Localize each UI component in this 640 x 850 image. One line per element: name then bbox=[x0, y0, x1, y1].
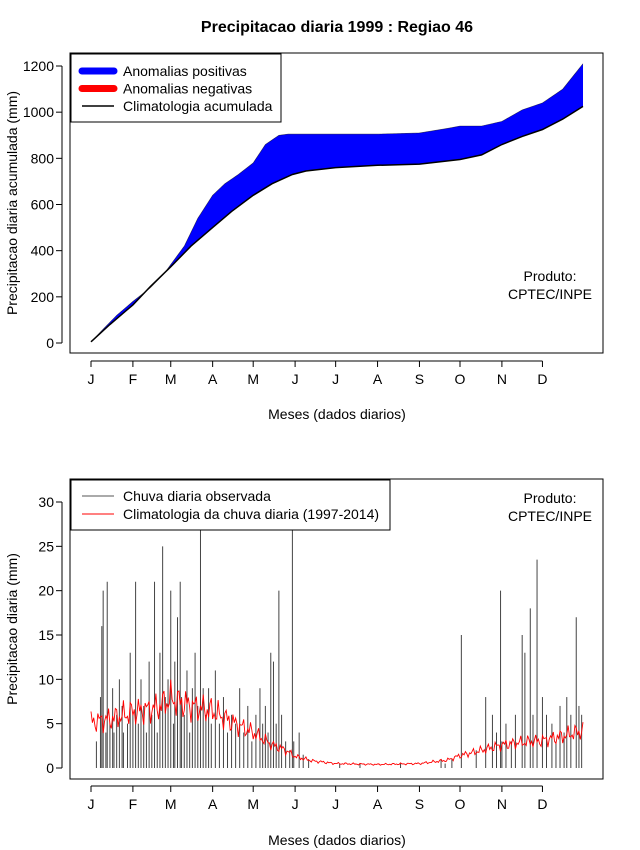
top-panel: 0 200 400 600 800 1000 1200 J F M A M J J A S O N D Preci… bbox=[4, 52, 604, 422]
x-axis-label: Meses (dados diarios) bbox=[268, 406, 406, 422]
y-tick-label: 0 bbox=[46, 335, 54, 351]
producer-note-line2: CPTEC/INPE bbox=[508, 286, 592, 302]
y-tick-label: 25 bbox=[38, 538, 54, 554]
anomaly-areas bbox=[91, 63, 583, 342]
x-tick-label: S bbox=[415, 796, 424, 812]
y-axis-label: Precipitacao diaria (mm) bbox=[4, 553, 20, 705]
x-tick-label: M bbox=[247, 371, 259, 387]
climatology-cumulative-line bbox=[90, 105, 584, 343]
climatology-line bbox=[90, 679, 584, 766]
x-tick-label: J bbox=[332, 371, 339, 387]
x-tick-label: D bbox=[537, 796, 547, 812]
x-tick-label: F bbox=[129, 371, 138, 387]
chart-title: Precipitacao diaria 1999 : Regiao 46 bbox=[201, 19, 473, 36]
x-tick-label: M bbox=[165, 796, 177, 812]
y-tick-label: 1000 bbox=[23, 104, 54, 120]
y-axis: 0 5 10 15 20 25 30 bbox=[38, 494, 63, 776]
x-tick-label: M bbox=[247, 796, 259, 812]
x-tick-label: O bbox=[455, 371, 466, 387]
series-lines bbox=[90, 63, 584, 343]
y-tick-label: 10 bbox=[38, 671, 54, 687]
x-tick-label: S bbox=[415, 371, 424, 387]
y-tick-label: 800 bbox=[31, 150, 55, 166]
y-tick-label: 400 bbox=[31, 243, 55, 259]
producer-note-line2: CPTEC/INPE bbox=[508, 508, 592, 524]
y-tick-label: 15 bbox=[38, 627, 54, 643]
x-tick-label: J bbox=[292, 796, 299, 812]
legend-label-observed: Chuva diaria observada bbox=[123, 488, 271, 504]
legend-box bbox=[70, 479, 391, 531]
climatology-daily-line bbox=[90, 679, 584, 766]
plot-frame bbox=[69, 52, 604, 354]
y-axis: 0 200 400 600 800 1000 1200 bbox=[23, 58, 63, 351]
y-axis-label: Precipitacao diaria acumulada (mm) bbox=[4, 91, 20, 315]
producer-note-line1: Produto: bbox=[524, 268, 577, 284]
x-tick-label: J bbox=[88, 371, 95, 387]
legend-label-positive: Anomalias positivas bbox=[123, 63, 247, 79]
legend: Anomalias positivas Anomalias negativas … bbox=[70, 53, 282, 123]
x-tick-label: N bbox=[497, 796, 507, 812]
y-tick-label: 20 bbox=[38, 583, 54, 599]
legend: Chuva diaria observada Climatologia da c… bbox=[70, 479, 391, 531]
x-tick-label: D bbox=[537, 371, 547, 387]
y-tick-label: 600 bbox=[31, 197, 55, 213]
y-tick-label: 1200 bbox=[23, 58, 54, 74]
legend-label-climatology: Climatologia acumulada bbox=[123, 98, 273, 114]
x-tick-label: A bbox=[208, 796, 218, 812]
producer-note-line1: Produto: bbox=[524, 490, 577, 506]
y-tick-label: 0 bbox=[46, 760, 54, 776]
daily-bars bbox=[95, 502, 583, 768]
x-tick-label: J bbox=[88, 796, 95, 812]
x-tick-label: A bbox=[208, 371, 218, 387]
plot-frame bbox=[69, 478, 604, 780]
y-tick-label: 200 bbox=[31, 289, 55, 305]
x-tick-label: N bbox=[497, 371, 507, 387]
legend-label-negative: Anomalias negativas bbox=[123, 81, 252, 97]
positive-anomaly-area bbox=[91, 63, 583, 342]
x-tick-label: A bbox=[373, 371, 383, 387]
x-tick-label: F bbox=[129, 796, 138, 812]
x-tick-label: J bbox=[332, 796, 339, 812]
y-tick-label: 30 bbox=[38, 494, 54, 510]
x-tick-label: J bbox=[292, 371, 299, 387]
x-axis-label: Meses (dados diarios) bbox=[268, 832, 406, 848]
legend-label-climatology: Climatologia da chuva diaria (1997-2014) bbox=[123, 506, 379, 522]
x-tick-label: A bbox=[373, 796, 383, 812]
x-tick-label: M bbox=[165, 371, 177, 387]
y-tick-label: 5 bbox=[46, 716, 54, 732]
bottom-panel: 0 5 10 15 20 25 30 J F M A M J J A S O N D Precipitacao d… bbox=[4, 478, 604, 848]
observed-cumulative-line bbox=[90, 63, 584, 343]
x-tick-label: O bbox=[455, 796, 466, 812]
